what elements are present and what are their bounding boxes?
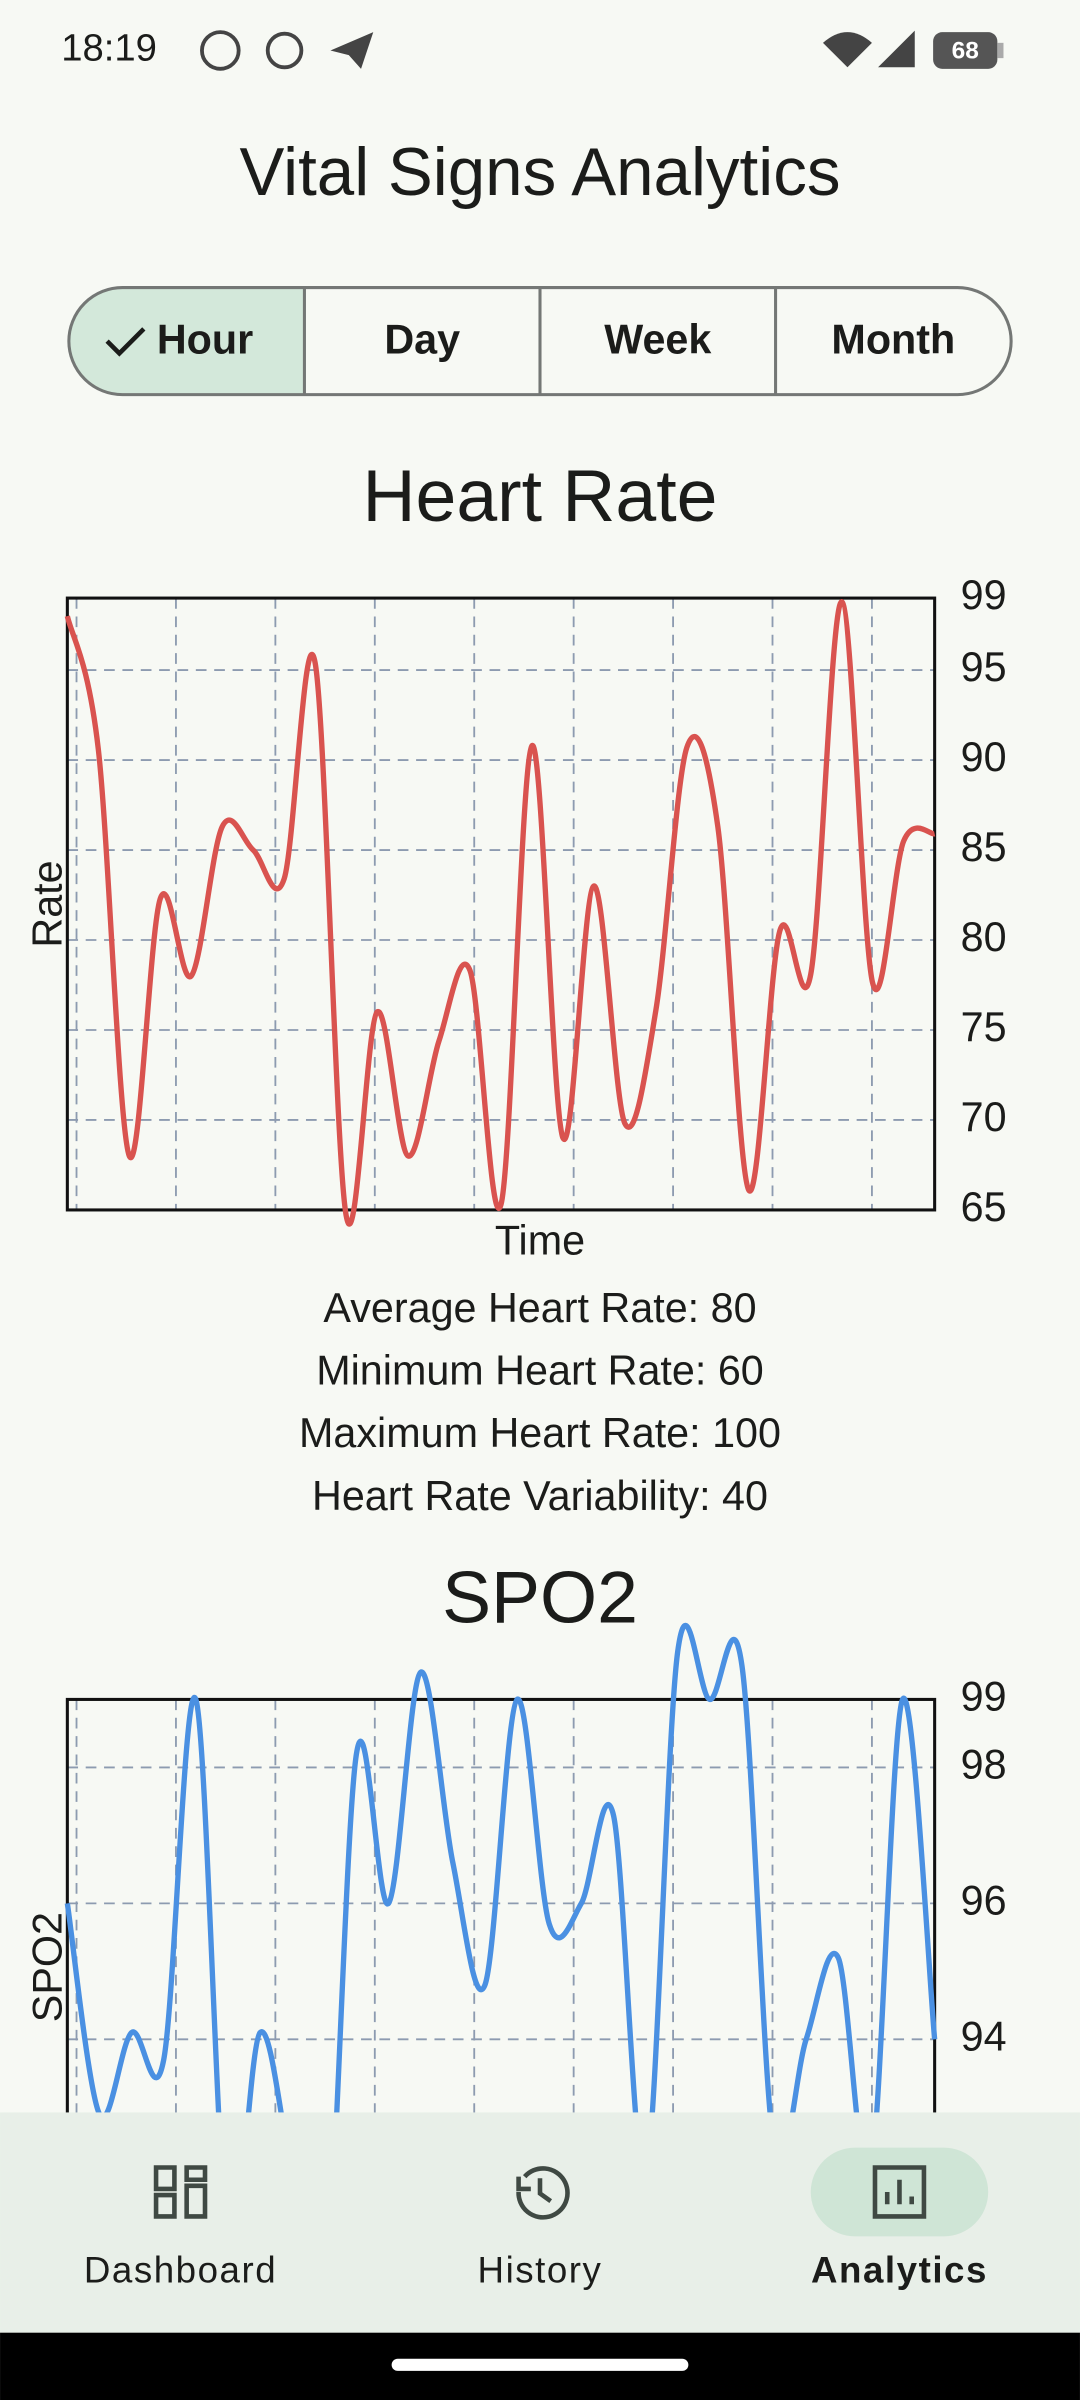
battery-level: 68 — [952, 37, 979, 64]
chart-title: SPO2 — [442, 1556, 638, 1638]
stat-line: Average Heart Rate: 80 — [323, 1285, 756, 1331]
x-axis-label: Time — [495, 1218, 585, 1264]
segment-label[interactable]: Hour — [157, 317, 253, 363]
segment-border — [67, 286, 1013, 397]
y-tick-label: 90 — [961, 734, 1007, 780]
segment-label[interactable]: Month — [831, 317, 955, 363]
nav-label[interactable]: Analytics — [811, 2250, 988, 2291]
nav-icon[interactable] — [516, 2166, 570, 2220]
whatsapp-icon — [200, 30, 241, 71]
y-tick-label: 94 — [961, 2013, 1007, 2059]
chart-title: Heart Rate — [363, 455, 718, 537]
app-icon — [265, 31, 304, 70]
stat-line: Heart Rate Variability: 40 — [312, 1473, 768, 1519]
data-line — [64, 599, 936, 1227]
telegram-icon — [330, 32, 374, 69]
nav-icon[interactable] — [153, 2165, 208, 2219]
status-time: 18:19 — [61, 27, 157, 70]
y-tick-label: 80 — [961, 914, 1007, 960]
y-tick-label: 96 — [961, 1877, 1007, 1923]
y-tick-label: 75 — [961, 1004, 1007, 1050]
status-bar: 18:19 68 — [61, 27, 1004, 71]
segment-label[interactable]: Week — [604, 317, 711, 363]
check-icon — [105, 327, 146, 357]
chart: SPO2 94 96 98 99 SPO2 — [24, 1556, 1007, 2332]
y-axis-label: SPO2 — [24, 1912, 70, 2022]
y-axis-label: Rate — [24, 860, 70, 947]
y-tick-label: 95 — [961, 644, 1007, 690]
y-tick-label: 98 — [961, 1741, 1007, 1787]
y-tick-label: 99 — [961, 572, 1007, 618]
stat-line: Minimum Heart Rate: 60 — [316, 1348, 764, 1394]
battery-icon — [933, 32, 998, 69]
y-tick-label: 65 — [961, 1184, 1007, 1230]
bottom-navigation: Dashboard History Analytics — [0, 2112, 1080, 2400]
battery-tip — [997, 42, 1004, 59]
nav-label[interactable]: History — [478, 2250, 603, 2291]
nav-label[interactable]: Dashboard — [84, 2250, 277, 2291]
data-line — [64, 1623, 938, 2332]
chart: Heart Rate 65 70 75 80 85 90 95 99 Rate Time — [24, 455, 1006, 1263]
nav-icon[interactable] — [872, 2165, 927, 2219]
y-tick-label: 85 — [961, 824, 1007, 870]
wifi-icon — [822, 32, 872, 68]
home-indicator[interactable] — [391, 2358, 689, 2371]
page-title: Vital Signs Analytics — [239, 135, 840, 210]
y-tick-label: 70 — [961, 1094, 1007, 1140]
y-tick-label: 99 — [961, 1673, 1007, 1719]
stat-line: Maximum Heart Rate: 100 — [299, 1410, 781, 1456]
segmented-control: Hour Day Week Month — [67, 286, 1013, 397]
segment-label[interactable]: Day — [384, 317, 460, 363]
